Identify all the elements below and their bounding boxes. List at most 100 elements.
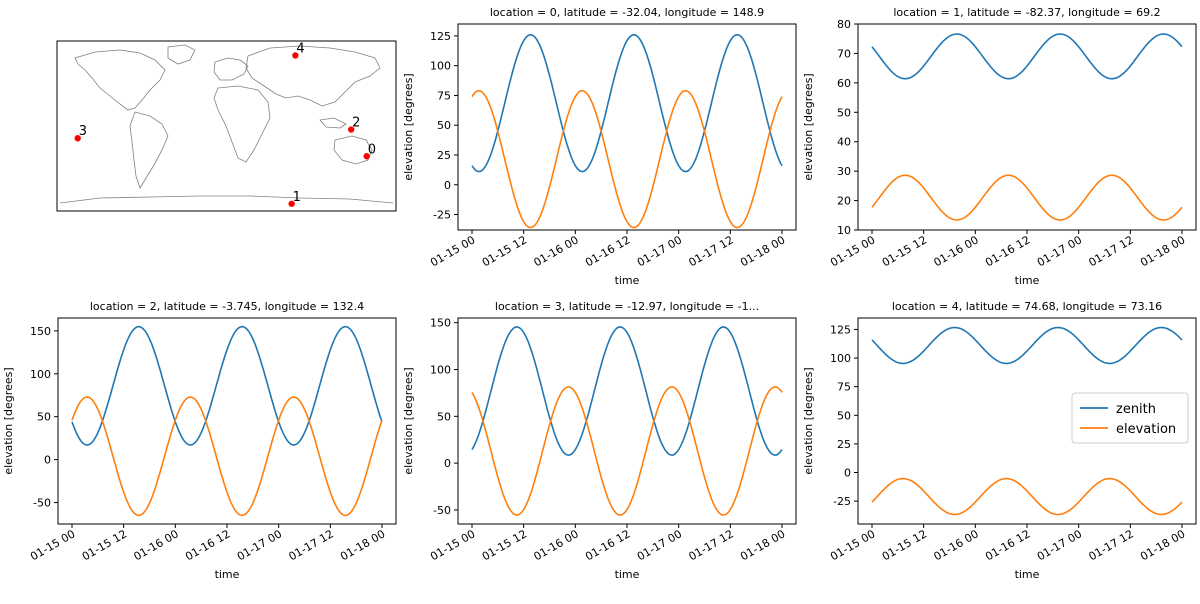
x-tick-label: 01-15 12 <box>480 233 529 269</box>
legend: zenith elevation <box>1071 392 1189 444</box>
y-tick-label: -50 <box>33 497 51 510</box>
map-point-label: 1 <box>293 190 301 205</box>
x-axis-title: time <box>615 274 640 287</box>
y-tick-label: 25 <box>437 149 451 162</box>
series-line-zenith <box>471 326 783 457</box>
y-tick-label: 125 <box>830 323 851 336</box>
series-line-zenith <box>471 33 783 173</box>
series-line-zenith <box>871 326 1183 365</box>
x-tick-label: 01-17 12 <box>286 527 335 563</box>
map-point <box>347 126 355 133</box>
x-tick-label: 01-17 12 <box>686 233 735 269</box>
series-line-zenith <box>871 33 1183 80</box>
x-axis-title: time <box>215 568 240 581</box>
series-line-elevation <box>871 174 1183 221</box>
plot-area <box>457 317 797 525</box>
line-panel-1: location = 1, latitude = -82.37, longitu… <box>802 6 1197 287</box>
x-tick-label: 01-17 12 <box>686 527 735 563</box>
map-point <box>74 135 81 142</box>
series-line-zenith <box>71 325 383 446</box>
panel-title: location = 2, latitude = -3.745, longitu… <box>90 300 364 313</box>
x-tick-label: 01-16 12 <box>983 233 1032 269</box>
map-point-label: 4 <box>296 41 304 56</box>
map-points: 0 1 2 3 4 <box>74 41 376 207</box>
y-tick-label: 0 <box>444 457 451 470</box>
y-tick-label: 0 <box>444 179 451 192</box>
x-tick-label: 01-16 00 <box>531 527 580 563</box>
x-tick-label: 01-18 00 <box>738 527 787 563</box>
x-tick-label: 01-15 00 <box>428 233 477 269</box>
x-tick-label: 01-15 00 <box>828 233 877 269</box>
x-axis-title: time <box>1015 274 1040 287</box>
x-tick-label: 01-16 00 <box>931 233 980 269</box>
line-panel-2: location = 2, latitude = -3.745, longitu… <box>2 300 397 581</box>
coastlines <box>59 44 394 204</box>
x-tick-label: 01-15 12 <box>80 527 129 563</box>
line-panel-4: location = 4, latitude = 74.68, longitud… <box>802 300 1197 581</box>
x-axis-title: time <box>1015 568 1040 581</box>
y-tick-label: 100 <box>430 60 451 73</box>
y-tick-label: 60 <box>837 77 851 90</box>
y-tick-label: 70 <box>837 47 851 60</box>
x-tick-label: 01-17 00 <box>1035 527 1084 563</box>
x-tick-label: 01-15 00 <box>28 527 77 563</box>
legend-box <box>1071 392 1189 444</box>
x-tick-label: 01-17 12 <box>1086 233 1135 269</box>
y-tick-label: 75 <box>837 381 851 394</box>
x-tick-label: 01-18 00 <box>338 527 387 563</box>
series-line-elevation <box>471 89 783 229</box>
y-tick-label: 40 <box>837 136 851 149</box>
y-tick-label: -25 <box>833 495 851 508</box>
x-tick-label: 01-15 12 <box>480 527 529 563</box>
panel-title: location = 3, latitude = -12.97, longitu… <box>495 300 759 313</box>
panel-title: location = 4, latitude = 74.68, longitud… <box>892 300 1162 313</box>
panel-title: location = 1, latitude = -82.37, longitu… <box>893 6 1160 19</box>
y-tick-label: 50 <box>37 411 51 424</box>
x-tick-label: 01-16 00 <box>931 527 980 563</box>
x-tick-label: 01-15 00 <box>428 527 477 563</box>
y-tick-label: 0 <box>844 467 851 480</box>
x-tick-label: 01-15 12 <box>880 233 929 269</box>
x-tick-label: 01-16 12 <box>583 527 632 563</box>
x-tick-label: 01-18 00 <box>1138 527 1187 563</box>
y-tick-label: 20 <box>837 195 851 208</box>
legend-entry-zenith: zenith <box>1116 402 1156 417</box>
y-axis-title: elevation [degrees] <box>402 73 415 180</box>
line-panel-3: location = 3, latitude = -12.97, longitu… <box>402 300 797 581</box>
x-tick-label: 01-18 00 <box>1138 233 1187 269</box>
y-tick-label: 30 <box>837 165 851 178</box>
x-tick-label: 01-16 00 <box>131 527 180 563</box>
map-point-label: 2 <box>352 116 360 131</box>
y-tick-label: 125 <box>430 30 451 43</box>
x-tick-label: 01-17 00 <box>635 233 684 269</box>
y-tick-label: 50 <box>837 409 851 422</box>
y-tick-label: 25 <box>837 438 851 451</box>
y-tick-label: 10 <box>837 224 851 237</box>
y-tick-label: 50 <box>837 106 851 119</box>
plot-area <box>857 23 1197 231</box>
map-point-label: 3 <box>79 124 87 139</box>
x-tick-label: 01-17 00 <box>235 527 284 563</box>
y-tick-label: 100 <box>430 364 451 377</box>
y-axis-title: elevation [degrees] <box>2 367 15 474</box>
x-tick-label: 01-16 12 <box>183 527 232 563</box>
y-axis-title: elevation [degrees] <box>802 73 815 180</box>
x-axis-title: time <box>615 568 640 581</box>
x-tick-label: 01-16 12 <box>583 233 632 269</box>
legend-entry-elevation: elevation <box>1116 422 1176 437</box>
line-panel-0: location = 0, latitude = -32.04, longitu… <box>402 6 797 287</box>
x-tick-label: 01-15 00 <box>828 527 877 563</box>
x-tick-label: 01-17 12 <box>1086 527 1135 563</box>
x-tick-label: 01-17 00 <box>1035 233 1084 269</box>
y-axis-title: elevation [degrees] <box>802 367 815 474</box>
x-tick-label: 01-18 00 <box>738 233 787 269</box>
series-line-elevation <box>471 385 783 516</box>
y-tick-label: 100 <box>30 368 51 381</box>
y-tick-label: 50 <box>437 410 451 423</box>
x-tick-label: 01-17 00 <box>635 527 684 563</box>
map-point <box>363 153 370 160</box>
y-tick-label: 150 <box>430 317 451 330</box>
y-tick-label: 100 <box>830 352 851 365</box>
plot-area <box>57 317 397 525</box>
